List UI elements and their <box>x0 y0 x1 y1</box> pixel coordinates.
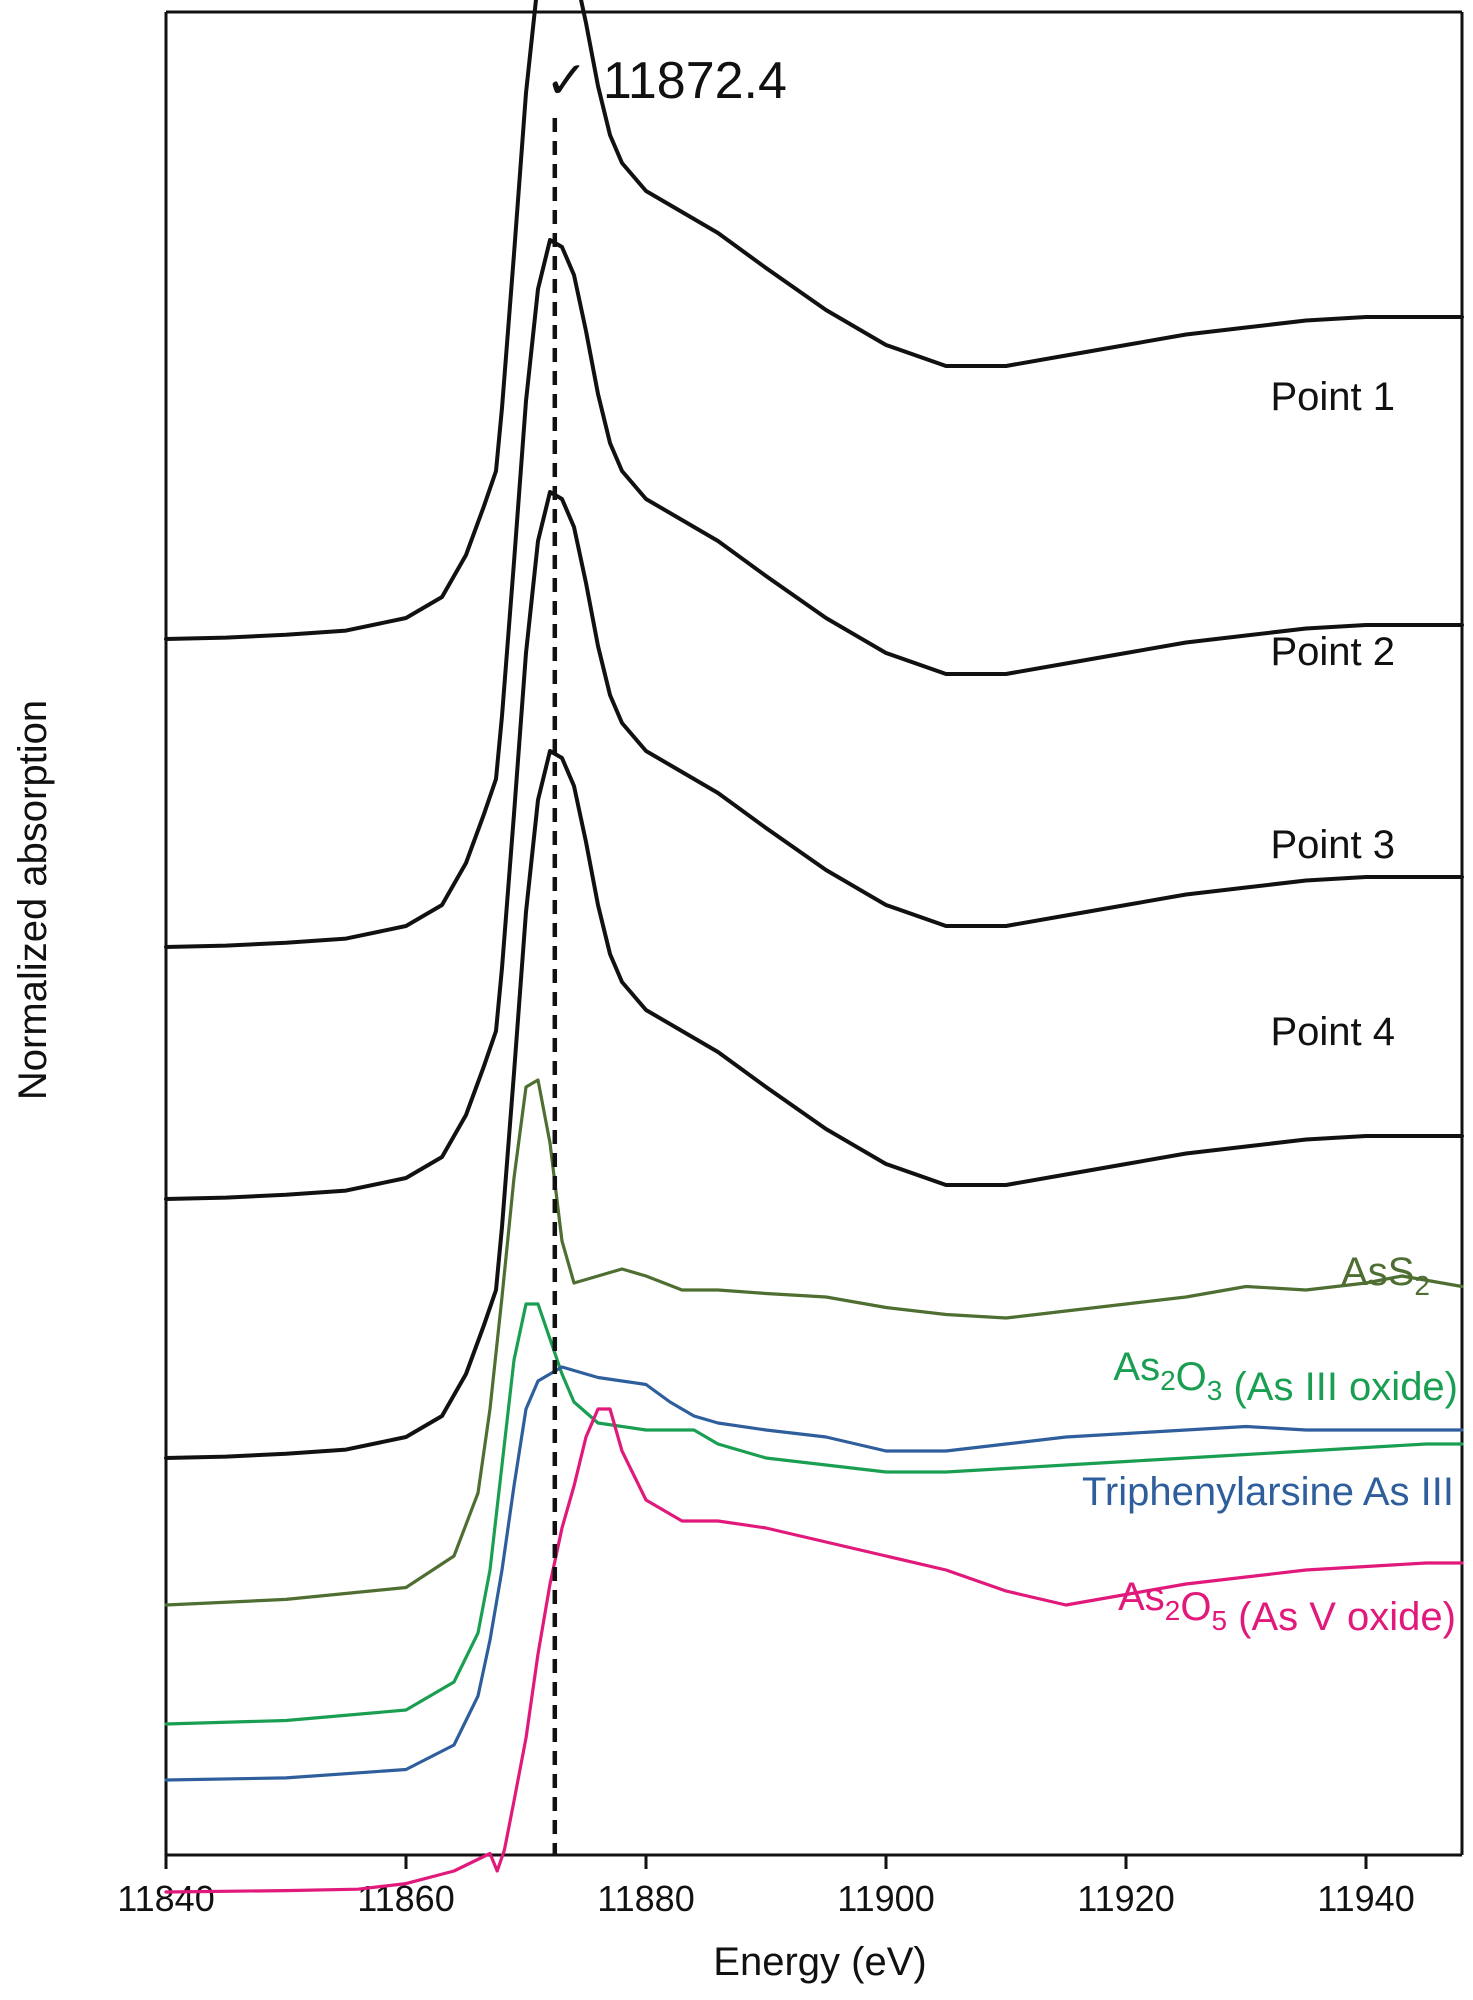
series-line-point-4 <box>164 749 1464 1460</box>
series-line-ass2 <box>164 1078 1464 1607</box>
series-line-as2o5-as-v-oxide <box>164 1407 1464 1894</box>
x-axis-title: Energy (eV) <box>713 1940 926 1984</box>
x-tick-label: 11940 <box>1317 1878 1414 1919</box>
x-tick-label: 11880 <box>597 1878 694 1919</box>
series-label-point-2: Point 2 <box>1270 630 1395 674</box>
plot-frame <box>164 10 1464 1857</box>
series-label-point-3: Point 3 <box>1270 823 1395 867</box>
x-tick-label: 11840 <box>117 1878 214 1919</box>
x-tick-label: 11900 <box>837 1878 934 1919</box>
series-line-as2o3-as-iii-oxide <box>164 1302 1464 1726</box>
series-label-ass2: AsS2 <box>1341 1250 1430 1301</box>
series-line-point-3 <box>164 490 1464 1201</box>
x-tick-label: 11920 <box>1077 1878 1174 1919</box>
series-label-point-1: Point 1 <box>1270 375 1395 419</box>
series-label-as2o5-as-v-oxide: As2O5 (As V oxide) <box>1118 1575 1456 1639</box>
y-axis-title: Normalized absorption <box>11 700 55 1100</box>
series-label-point-4: Point 4 <box>1270 1010 1395 1054</box>
reference-line-label: ✓ 11872.4 <box>545 52 787 110</box>
series-label-as2o3-as-iii-oxide: As2O3 (As III oxide) <box>1113 1345 1458 1409</box>
series-line-triphenylarsine-as-iii <box>164 1365 1464 1782</box>
series-line-point-2 <box>164 238 1464 949</box>
series-line-point-1 <box>164 0 1464 641</box>
series-label-triphenylarsine-as-iii: Triphenylarsine As III <box>1082 1470 1454 1514</box>
